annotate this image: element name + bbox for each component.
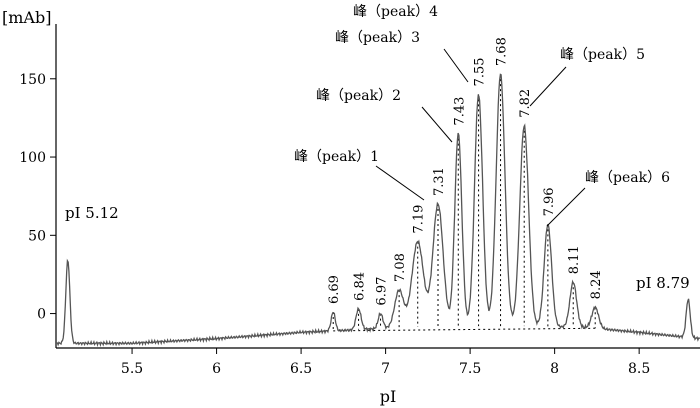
pi-value-label: 7.43 xyxy=(452,97,467,126)
x-tick-label: 6 xyxy=(212,361,221,377)
y-axis-title: [mAb] xyxy=(2,8,51,27)
peak-callout-line-1 xyxy=(375,165,425,201)
baseline-dotted-line xyxy=(333,327,596,332)
x-tick-label: 7.5 xyxy=(459,361,481,377)
y-tick-label: 150 xyxy=(19,72,46,88)
x-axis-title: pI xyxy=(380,387,397,406)
peak-label-6: 峰（peak）6 xyxy=(585,170,670,186)
y-tick-label: 100 xyxy=(19,150,46,166)
x-tick-label: 5.5 xyxy=(121,361,143,377)
pi-value-label: 7.55 xyxy=(473,57,488,86)
pi-value-label: 7.82 xyxy=(518,89,533,118)
peak-callout-line-5 xyxy=(529,66,567,107)
peak-callout-line-6 xyxy=(546,187,586,227)
peak-label-5: 峰（peak）5 xyxy=(560,47,645,63)
peak-label-2: 峰（peak）2 xyxy=(316,88,401,104)
x-tick-label: 6.5 xyxy=(290,361,312,377)
pi-value-label: 7.68 xyxy=(495,37,510,66)
pi-value-label: 7.31 xyxy=(432,167,447,196)
peak-label-1: 峰（peak）1 xyxy=(294,149,379,165)
y-axis-ticks: 0 50 100 150 xyxy=(19,72,56,323)
pi-value-label: 8.24 xyxy=(589,270,604,299)
pi-value-label: 6.84 xyxy=(353,272,368,301)
peak-callout-line-2 xyxy=(421,106,453,143)
annotation-pi-8-79: pI 8.79 xyxy=(636,274,690,292)
peak-label-4: 峰（peak）4 xyxy=(353,4,438,20)
peak-drop-lines xyxy=(332,74,596,332)
x-axis-ticks: 5.5 6 6.5 7 7.5 8 8.5 xyxy=(121,348,650,377)
x-tick-label: 8 xyxy=(550,361,559,377)
y-tick-label: 50 xyxy=(28,228,46,244)
y-tick-label: 0 xyxy=(37,307,46,323)
annotation-pi-5-12: pI 5.12 xyxy=(65,204,119,222)
pi-value-label: 6.97 xyxy=(375,277,390,306)
pi-value-label: 7.08 xyxy=(393,253,408,282)
pi-value-label: 6.69 xyxy=(327,275,342,304)
pi-value-label: 7.19 xyxy=(412,205,427,234)
x-tick-label: 8.5 xyxy=(628,361,650,377)
peak-callout-line-3 xyxy=(443,48,469,83)
peak-label-3: 峰（peak）3 xyxy=(335,30,420,46)
pi-value-labels: 6.69 6.84 6.977.08 7.19 7.31 7.43 7.55 7.68 7.82… xyxy=(327,37,604,305)
pi-value-label: 8.11 xyxy=(567,245,582,274)
data-series-line xyxy=(55,73,700,348)
pi-value-label: 7.96 xyxy=(542,187,557,216)
x-tick-label: 7 xyxy=(381,361,390,377)
